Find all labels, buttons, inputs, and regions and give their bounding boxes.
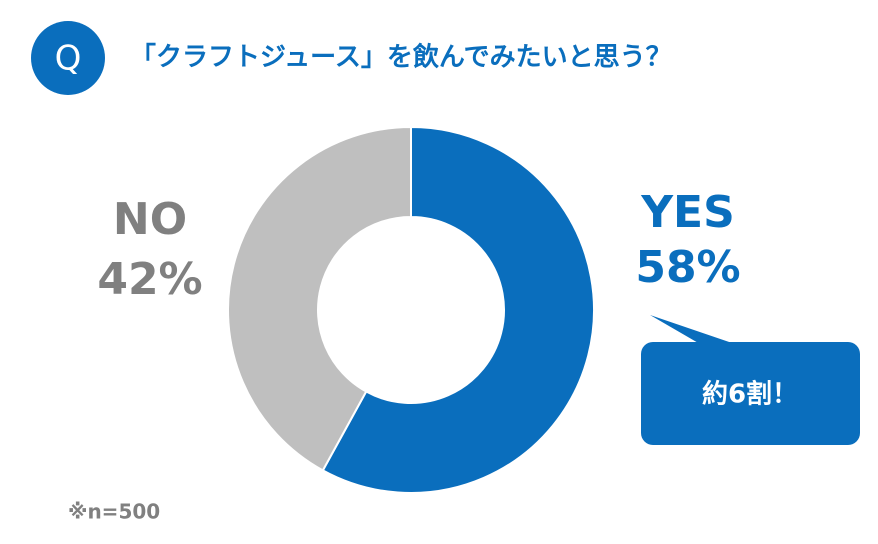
badge: Q — [55, 39, 82, 79]
value-label: 58% — [635, 242, 740, 293]
category-label: NO — [113, 194, 187, 245]
annotation: 約6割！ — [702, 379, 798, 410]
callout-pointer — [650, 315, 735, 344]
slice — [227, 125, 412, 472]
note: ※n=500 — [68, 500, 160, 524]
slice — [321, 125, 595, 494]
chart-title: 「クラフトジュース」を飲んでみたいと思う？ — [130, 42, 672, 73]
callout-box — [641, 342, 860, 445]
value-label: 42% — [97, 254, 202, 305]
category-label: YES — [640, 187, 735, 238]
badge-circle — [31, 21, 105, 95]
